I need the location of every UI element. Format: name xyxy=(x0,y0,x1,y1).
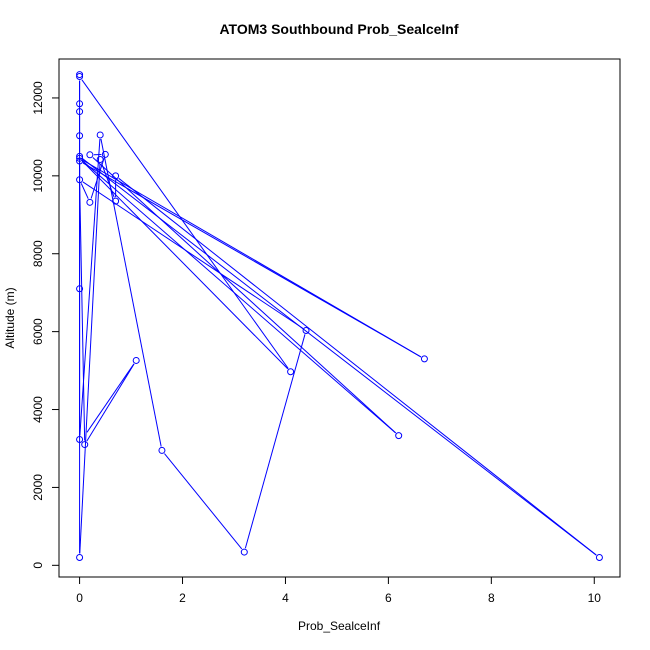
data-point xyxy=(395,432,403,440)
data-point xyxy=(595,554,603,562)
y-tick-label: 10000 xyxy=(31,159,45,193)
series-line-segment xyxy=(86,363,135,442)
data-point xyxy=(96,155,104,163)
series-line-segment xyxy=(79,138,101,436)
y-axis-title: Altitude (m) xyxy=(3,287,17,348)
series-line-segment xyxy=(82,160,289,370)
series-line-segment xyxy=(118,177,597,556)
data-point xyxy=(420,355,428,363)
x-axis-title: Prob_SealceInf xyxy=(298,619,381,633)
y-tick-label: 0 xyxy=(31,562,45,569)
series-line-segment xyxy=(79,163,101,554)
data-point xyxy=(158,446,166,454)
data-point xyxy=(112,197,120,205)
series-line-segment xyxy=(82,158,597,556)
data-point xyxy=(76,154,84,162)
data-point xyxy=(76,285,84,293)
data-point xyxy=(76,157,84,165)
data-point xyxy=(76,71,84,79)
data-point xyxy=(76,73,84,81)
plot-frame xyxy=(58,58,621,578)
series-line-segment xyxy=(164,453,243,550)
series-line-segment xyxy=(244,334,306,549)
data-point xyxy=(112,172,120,180)
data-point xyxy=(76,100,84,108)
y-tick-label: 8000 xyxy=(31,240,45,267)
data-point xyxy=(76,554,84,562)
data-point xyxy=(76,176,84,184)
y-tick-label: 2000 xyxy=(31,474,45,501)
y-tick-label: 4000 xyxy=(31,396,45,423)
series-line-segment xyxy=(92,157,397,434)
y-tick-label: 12000 xyxy=(31,81,45,115)
data-point xyxy=(101,150,109,158)
data-point xyxy=(86,198,94,206)
data-point xyxy=(76,108,84,116)
y-tick-label: 6000 xyxy=(31,318,45,345)
x-tick-label: 2 xyxy=(179,591,186,605)
x-axis: 0 2 4 6 8 10 xyxy=(76,576,602,605)
x-tick-label: 8 xyxy=(488,591,495,605)
series-line-segment xyxy=(82,160,396,434)
series-line-segment xyxy=(82,181,303,329)
data-point xyxy=(76,436,84,444)
data-point xyxy=(81,441,89,449)
data-point xyxy=(96,131,104,139)
x-tick-label: 4 xyxy=(282,591,289,605)
x-tick-label: 10 xyxy=(588,591,602,605)
data-point xyxy=(240,548,248,556)
series-line-segment xyxy=(80,183,89,199)
data-point xyxy=(302,326,310,334)
data-point xyxy=(287,368,295,376)
series-layer xyxy=(76,71,603,562)
data-point xyxy=(86,151,94,159)
data-point xyxy=(132,356,140,364)
data-point xyxy=(76,132,84,140)
series-line-segment xyxy=(86,363,135,433)
x-tick-label: 0 xyxy=(76,591,83,605)
x-tick-label: 6 xyxy=(385,591,392,605)
series-line-segment xyxy=(79,183,86,441)
chart-title: ATOM3 Southbound Prob_SealceInf xyxy=(219,21,458,37)
data-point xyxy=(76,152,84,160)
series-line-segment xyxy=(100,138,162,447)
series-line-segment xyxy=(81,79,289,369)
series-line-segment xyxy=(82,159,422,358)
y-axis: 0 2000 4000 6000 8000 10000 12000 xyxy=(31,81,60,569)
